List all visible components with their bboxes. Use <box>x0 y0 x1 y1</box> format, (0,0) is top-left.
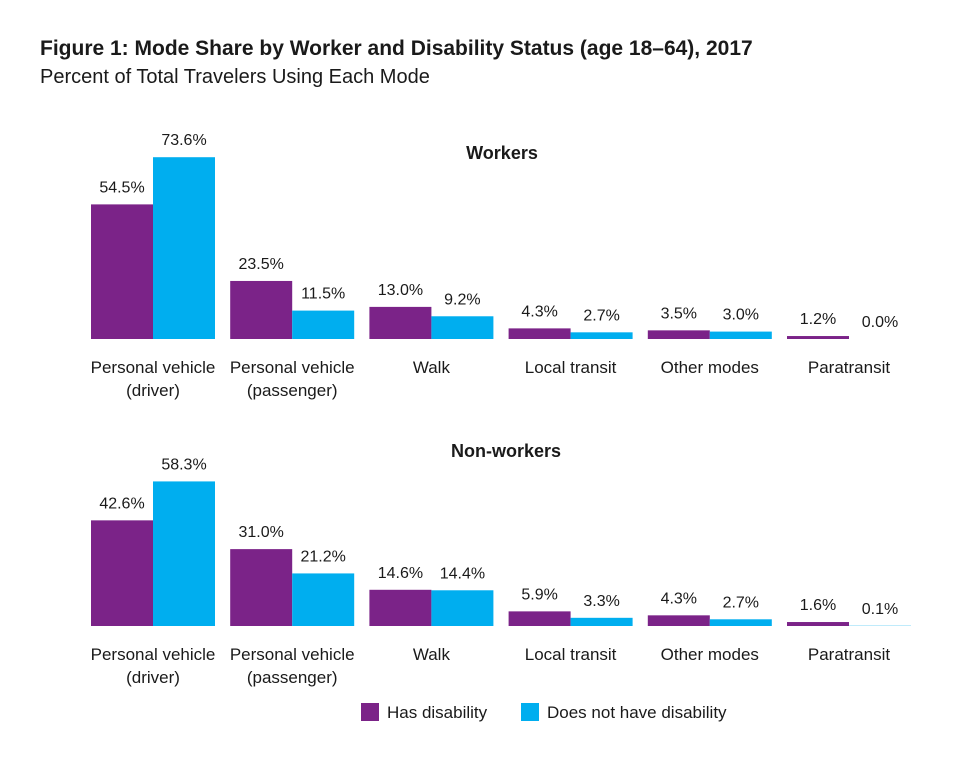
category-label: (driver) <box>126 381 180 400</box>
category-label: Other modes <box>661 645 759 664</box>
legend-label: Does not have disability <box>547 703 727 722</box>
bar-non-workers-no-disability <box>709 619 772 626</box>
bar-non-workers-has-disability <box>647 615 710 626</box>
category-label: (passenger) <box>247 668 338 687</box>
chart-title: Figure 1: Mode Share by Worker and Disab… <box>40 37 753 60</box>
bar-non-workers-no-disability <box>570 617 633 626</box>
data-label: 0.0% <box>862 314 898 331</box>
data-label: 4.3% <box>521 303 557 320</box>
category-label: Local transit <box>525 358 617 377</box>
bar-non-workers-has-disability <box>369 589 432 626</box>
category-label: Walk <box>413 645 451 664</box>
legend-swatch <box>361 703 379 721</box>
data-label: 0.1% <box>862 601 898 618</box>
data-label: 58.3% <box>161 456 206 473</box>
data-label: 11.5% <box>301 286 345 303</box>
legend-label: Has disability <box>387 703 488 722</box>
data-label: 2.7% <box>723 594 759 611</box>
bar-workers-no-disability <box>153 157 215 339</box>
bar-non-workers-has-disability <box>230 549 293 626</box>
bar-workers-has-disability <box>230 280 293 339</box>
bar-non-workers-no-disability <box>431 590 494 626</box>
bar-workers-has-disability <box>91 204 153 339</box>
bar-workers-has-disability <box>508 328 571 339</box>
bar-workers-no-disability <box>431 316 494 339</box>
data-label: 1.2% <box>800 311 836 328</box>
bar-workers-no-disability <box>570 332 633 339</box>
panel-title-workers: Workers <box>466 143 538 163</box>
data-label: 3.3% <box>583 593 619 610</box>
category-label: Paratransit <box>808 645 890 664</box>
bar-workers-has-disability <box>369 306 432 339</box>
data-label: 42.6% <box>99 495 144 512</box>
chart-subtitle: Percent of Total Travelers Using Each Mo… <box>40 66 430 88</box>
data-label: 2.7% <box>583 307 619 324</box>
data-label: 14.6% <box>378 565 423 582</box>
panel-title-non-workers: Non-workers <box>451 441 561 461</box>
data-label: 3.0% <box>723 307 759 324</box>
data-label: 73.6% <box>161 132 206 149</box>
category-label: Personal vehicle <box>91 358 216 377</box>
bar-workers-no-disability <box>292 310 355 339</box>
category-label: Personal vehicle <box>91 645 216 664</box>
category-label: Local transit <box>525 645 617 664</box>
data-label: 1.6% <box>800 597 836 614</box>
data-label: 9.2% <box>444 291 480 308</box>
bar-workers-has-disability <box>787 336 849 339</box>
bar-non-workers-has-disability <box>787 622 849 626</box>
category-label: Personal vehicle <box>230 645 355 664</box>
category-label: Personal vehicle <box>230 358 355 377</box>
data-label: 31.0% <box>239 524 284 541</box>
category-label: (driver) <box>126 668 180 687</box>
bar-non-workers-has-disability <box>508 611 571 626</box>
data-label: 23.5% <box>239 256 284 273</box>
bar-non-workers-no-disability <box>292 573 355 626</box>
data-label: 13.0% <box>378 282 423 299</box>
bar-workers-has-disability <box>647 330 710 339</box>
data-label: 21.2% <box>301 548 346 565</box>
bar-workers-no-disability <box>709 331 772 339</box>
data-label: 4.3% <box>661 590 697 607</box>
bar-non-workers-no-disability <box>153 481 215 626</box>
data-label: 5.9% <box>521 586 557 603</box>
data-label: 14.4% <box>440 565 485 582</box>
category-label: (passenger) <box>247 381 338 400</box>
category-label: Paratransit <box>808 358 890 377</box>
category-label: Walk <box>413 358 451 377</box>
data-label: 3.5% <box>661 305 697 322</box>
bar-non-workers-has-disability <box>91 520 153 626</box>
legend-swatch <box>521 703 539 721</box>
data-label: 54.5% <box>99 179 144 196</box>
category-label: Other modes <box>661 358 759 377</box>
